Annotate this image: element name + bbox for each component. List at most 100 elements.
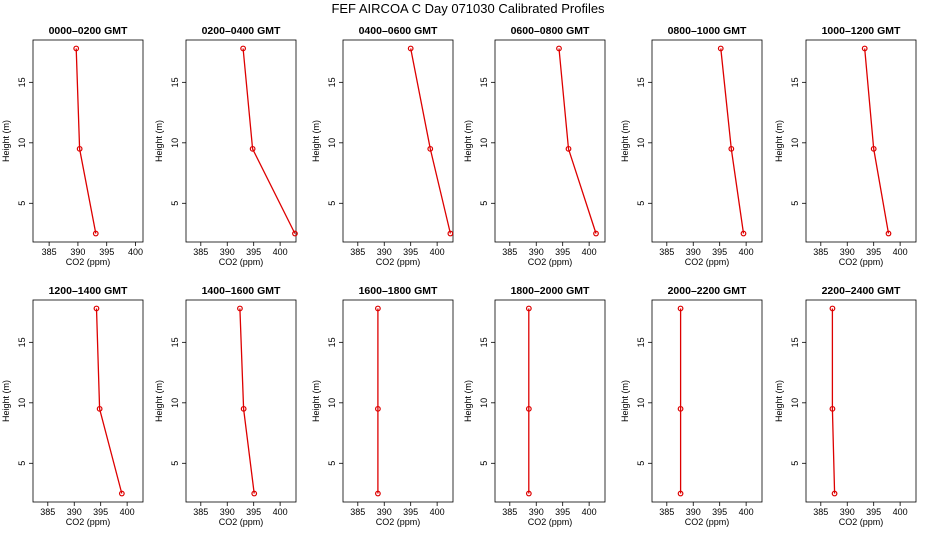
y-tick-label: 10	[479, 138, 489, 148]
y-tick-label: 15	[790, 337, 800, 347]
plot-frame	[651, 299, 763, 503]
profile-line	[720, 48, 745, 234]
y-tick-label: 10	[170, 138, 180, 148]
y-tick-label: 10	[327, 398, 337, 408]
data-point	[427, 145, 434, 152]
x-axis-label: CO2 (ppm)	[839, 517, 884, 527]
x-tick-label: 395	[403, 247, 418, 257]
plot-frame	[651, 39, 763, 243]
y-tick-label: 10	[790, 138, 800, 148]
panel-title: 1000–1200 GMT	[822, 25, 901, 37]
x-tick-label: 395	[246, 507, 261, 517]
x-tick-label: 400	[739, 247, 754, 257]
x-axis-label: CO2 (ppm)	[685, 517, 730, 527]
data-point	[565, 145, 572, 152]
y-tick-label: 10	[170, 398, 180, 408]
profile-line	[864, 48, 890, 234]
data-point	[677, 305, 684, 312]
y-axis-label: Height (m)	[1, 380, 11, 422]
profile-line	[242, 48, 296, 234]
panel-title: 1400–1600 GMT	[202, 285, 281, 297]
data-point	[251, 490, 258, 497]
x-tick-label: 390	[377, 247, 392, 257]
y-tick-label: 10	[479, 398, 489, 408]
data-point	[240, 405, 247, 412]
y-tick-label: 15	[327, 77, 337, 87]
x-tick-label: 395	[555, 507, 570, 517]
x-tick-label: 390	[529, 507, 544, 517]
profile-panel: 0600–0800 GMT 385 390 395 400 5 10 15 CO2 (ppm) H…	[463, 25, 606, 267]
x-tick-label: 390	[377, 507, 392, 517]
profile-line	[558, 48, 597, 234]
x-axis-label: CO2 (ppm)	[376, 517, 421, 527]
data-point	[375, 490, 381, 497]
data-point	[861, 45, 868, 52]
x-tick-label: 385	[813, 507, 828, 517]
y-axis-label: Height (m)	[154, 380, 164, 422]
x-tick-label: 395	[712, 247, 727, 257]
x-axis-label: CO2 (ppm)	[66, 257, 111, 267]
profile-line	[75, 48, 97, 234]
panel-title: 1200–1400 GMT	[49, 285, 128, 297]
x-tick-label: 385	[350, 247, 365, 257]
plot-frame	[494, 299, 606, 503]
profile-panel: 0800–1000 GMT 385 390 395 400 5 10 15 CO2 (ppm) H…	[620, 25, 763, 267]
panel-title: 0200–0400 GMT	[202, 25, 281, 37]
x-tick-label: 395	[555, 247, 570, 257]
profile-line	[831, 308, 836, 494]
x-tick-label: 400	[893, 507, 908, 517]
x-tick-label: 400	[273, 507, 288, 517]
data-point	[73, 45, 80, 52]
y-tick-label: 15	[170, 77, 180, 87]
x-tick-label: 390	[840, 247, 855, 257]
x-tick-label: 400	[128, 247, 143, 257]
x-tick-label: 385	[502, 507, 517, 517]
x-tick-label: 385	[813, 247, 828, 257]
y-tick-label: 15	[790, 77, 800, 87]
x-tick-label: 390	[220, 507, 235, 517]
data-point	[525, 305, 532, 312]
data-point	[240, 45, 247, 52]
data-point	[447, 230, 454, 237]
data-point	[375, 305, 381, 312]
profile-panel: 1000–1200 GMT 385 390 395 400 5 10 15 CO2 (ppm) H…	[774, 25, 917, 267]
data-point	[829, 305, 836, 312]
panel-grid: 0000–0200 GMT 385 390 395 400 5 10 15 CO2 (ppm) H…	[1, 25, 917, 527]
data-point	[717, 45, 724, 52]
data-point	[407, 45, 414, 52]
x-tick-label: 385	[193, 247, 208, 257]
y-tick-label: 5	[479, 461, 489, 466]
profile-panel: 1600–1800 GMT 385 390 395 400 5 10 15 CO2 (ppm) H…	[311, 285, 454, 527]
y-tick-label: 5	[17, 461, 27, 466]
x-tick-label: 395	[246, 247, 261, 257]
y-tick-label: 15	[636, 77, 646, 87]
data-point	[237, 305, 243, 312]
y-axis-label: Height (m)	[620, 120, 630, 162]
x-tick-label: 400	[273, 247, 288, 257]
x-tick-label: 395	[712, 507, 727, 517]
panel-title: 2200–2400 GMT	[822, 285, 901, 297]
y-axis-label: Height (m)	[311, 380, 321, 422]
data-point	[118, 490, 125, 497]
plot-frame	[342, 299, 454, 503]
y-tick-label: 10	[790, 398, 800, 408]
data-point	[96, 405, 103, 412]
x-axis-label: CO2 (ppm)	[66, 517, 111, 527]
profile-panel: 1800–2000 GMT 385 390 395 400 5 10 15 CO2 (ppm) H…	[463, 285, 606, 527]
x-axis-label: CO2 (ppm)	[528, 257, 573, 267]
profile-panel: 0400–0600 GMT 385 390 395 400 5 10 15 CO2 (ppm) H…	[311, 25, 454, 267]
y-tick-label: 5	[636, 461, 646, 466]
x-axis-label: CO2 (ppm)	[376, 257, 421, 267]
data-point	[593, 230, 599, 237]
profile-line	[410, 48, 452, 234]
panel-title: 0400–0600 GMT	[359, 25, 438, 37]
x-tick-label: 400	[582, 247, 597, 257]
x-tick-label: 400	[430, 247, 445, 257]
x-tick-label: 390	[220, 247, 235, 257]
data-point	[525, 405, 532, 412]
panel-title: 0600–0800 GMT	[511, 25, 590, 37]
y-tick-label: 5	[636, 201, 646, 206]
x-tick-label: 385	[502, 247, 517, 257]
x-tick-label: 400	[582, 507, 597, 517]
x-tick-label: 400	[430, 507, 445, 517]
